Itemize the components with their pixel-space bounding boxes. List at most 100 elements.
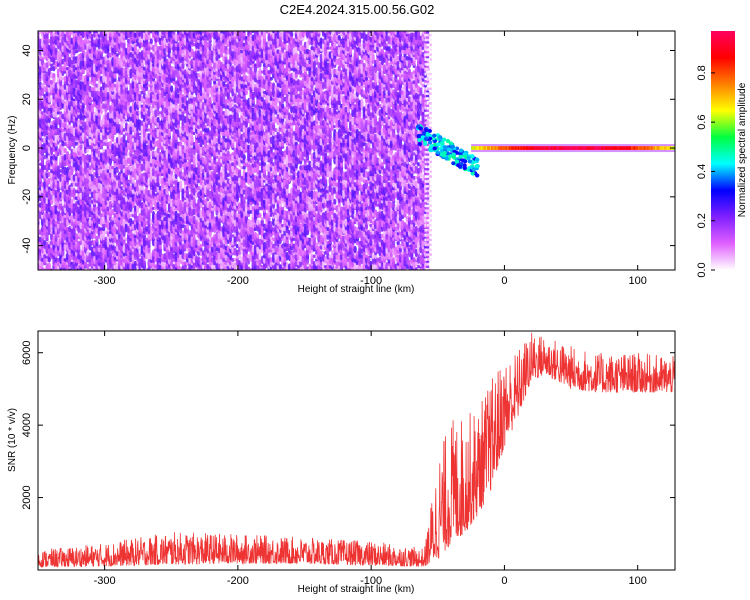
heatmap-cell — [70, 199, 74, 205]
heatmap-cell — [50, 230, 54, 235]
heatmap-cell — [50, 79, 54, 85]
heatmap-cell — [68, 126, 72, 134]
heatmap-cell — [40, 143, 45, 151]
heatmap-cell — [50, 63, 54, 67]
heatmap-cell — [61, 165, 65, 170]
heatmap-cell — [47, 67, 51, 77]
heatmap-cell — [43, 254, 47, 259]
heatmap-cell — [43, 171, 47, 178]
heatmap-cell — [50, 154, 54, 161]
heatmap-cell — [68, 132, 72, 141]
heatmap-cell — [54, 82, 58, 90]
heatmap-cell — [56, 238, 61, 247]
heatmap-cell — [47, 104, 51, 108]
heatmap-cell — [40, 111, 45, 115]
heatmap-cell — [54, 35, 58, 41]
heatmap-cell — [68, 170, 72, 178]
heatmap-cell — [70, 148, 74, 153]
heatmap-cell — [63, 65, 67, 72]
heatmap-cell — [50, 31, 54, 37]
heatmap-cell — [56, 127, 61, 133]
heatmap-cell — [54, 256, 58, 263]
heatmap-cell — [142, 234, 147, 238]
heatmap-cell — [56, 192, 61, 198]
chart-title: C2E4.2024.315.00.56.G02 — [280, 2, 435, 17]
heatmap-cell — [56, 111, 61, 115]
heatmap-cell — [47, 212, 51, 219]
heatmap-cell — [68, 124, 72, 129]
heatmap-cell — [43, 212, 47, 219]
heatmap-cell — [47, 177, 51, 185]
heatmap-cell — [70, 261, 74, 265]
heatmap-cell — [68, 66, 72, 71]
heatmap-cell — [68, 49, 72, 54]
heatmap-cell — [61, 58, 65, 65]
heatmap-cell — [43, 62, 47, 68]
heatmap-cell — [54, 47, 58, 56]
heatmap-cell — [40, 130, 45, 137]
heatmap-cell — [47, 165, 51, 171]
heatmap-cell — [142, 260, 147, 267]
heatmap-cell — [40, 114, 45, 119]
heatmap-cell — [61, 52, 65, 57]
heatmap-cell — [59, 111, 63, 115]
heatmap-cell — [61, 256, 65, 264]
heatmap-cell — [61, 113, 65, 120]
heatmap-cell — [43, 86, 47, 92]
heatmap-cell — [59, 35, 63, 40]
heatmap-cell — [61, 65, 65, 72]
heatmap-cell — [61, 161, 65, 168]
heatmap-cell — [63, 216, 67, 221]
heatmap-cell — [68, 184, 72, 192]
heatmap-cell — [56, 88, 61, 97]
heatmap-cell — [47, 243, 51, 250]
heatmap-cell — [47, 78, 51, 86]
heatmap-cell — [61, 128, 65, 132]
heatmap-cell — [50, 198, 54, 205]
heatmap-cell — [47, 240, 51, 245]
heatmap-cell — [43, 70, 47, 74]
heatmap-cell — [50, 205, 54, 212]
heatmap-cell — [43, 147, 47, 154]
heatmap-cell — [43, 93, 47, 99]
heatmap-cell — [54, 247, 58, 252]
heatmap-cell — [54, 117, 58, 123]
heatmap-cell — [115, 169, 119, 173]
heatmap-cell — [52, 32, 56, 37]
heatmap-cell — [52, 65, 56, 72]
heatmap-cell — [63, 166, 67, 176]
heatmap-cell — [65, 124, 70, 129]
heatmap-cell — [47, 154, 51, 161]
heatmap-cell — [59, 113, 63, 120]
heatmap-cell — [50, 72, 54, 79]
heatmap-cell — [63, 147, 67, 154]
heatmap-cell — [47, 95, 51, 104]
heatmap-cell — [86, 148, 90, 153]
heatmap-cell — [68, 153, 72, 161]
heatmap-cell — [40, 225, 45, 233]
heatmap-cell — [63, 90, 67, 95]
heatmap-cell — [56, 107, 61, 112]
heatmap-cell — [47, 114, 51, 119]
heatmap-cell — [65, 151, 70, 157]
heatmap-cell — [40, 56, 45, 60]
heatmap-cell — [54, 254, 58, 258]
heatmap-cell — [54, 107, 58, 112]
heatmap-cell — [40, 192, 45, 198]
heatmap-cell — [38, 81, 42, 90]
heatmap-cell — [70, 186, 74, 191]
heatmap-cell — [122, 134, 126, 140]
heatmap-cells — [38, 31, 675, 270]
heatmap-cell — [40, 88, 45, 97]
heatmap-cell — [56, 82, 61, 89]
heatmap-cell — [50, 123, 54, 130]
heatmap-cell — [54, 165, 58, 170]
heatmap-cell — [56, 165, 61, 170]
heatmap-cell — [45, 160, 49, 169]
heatmap-cell — [40, 266, 45, 270]
heatmap-cell — [45, 231, 49, 241]
heatmap-cell — [127, 182, 131, 187]
heatmap-cell — [54, 219, 58, 225]
